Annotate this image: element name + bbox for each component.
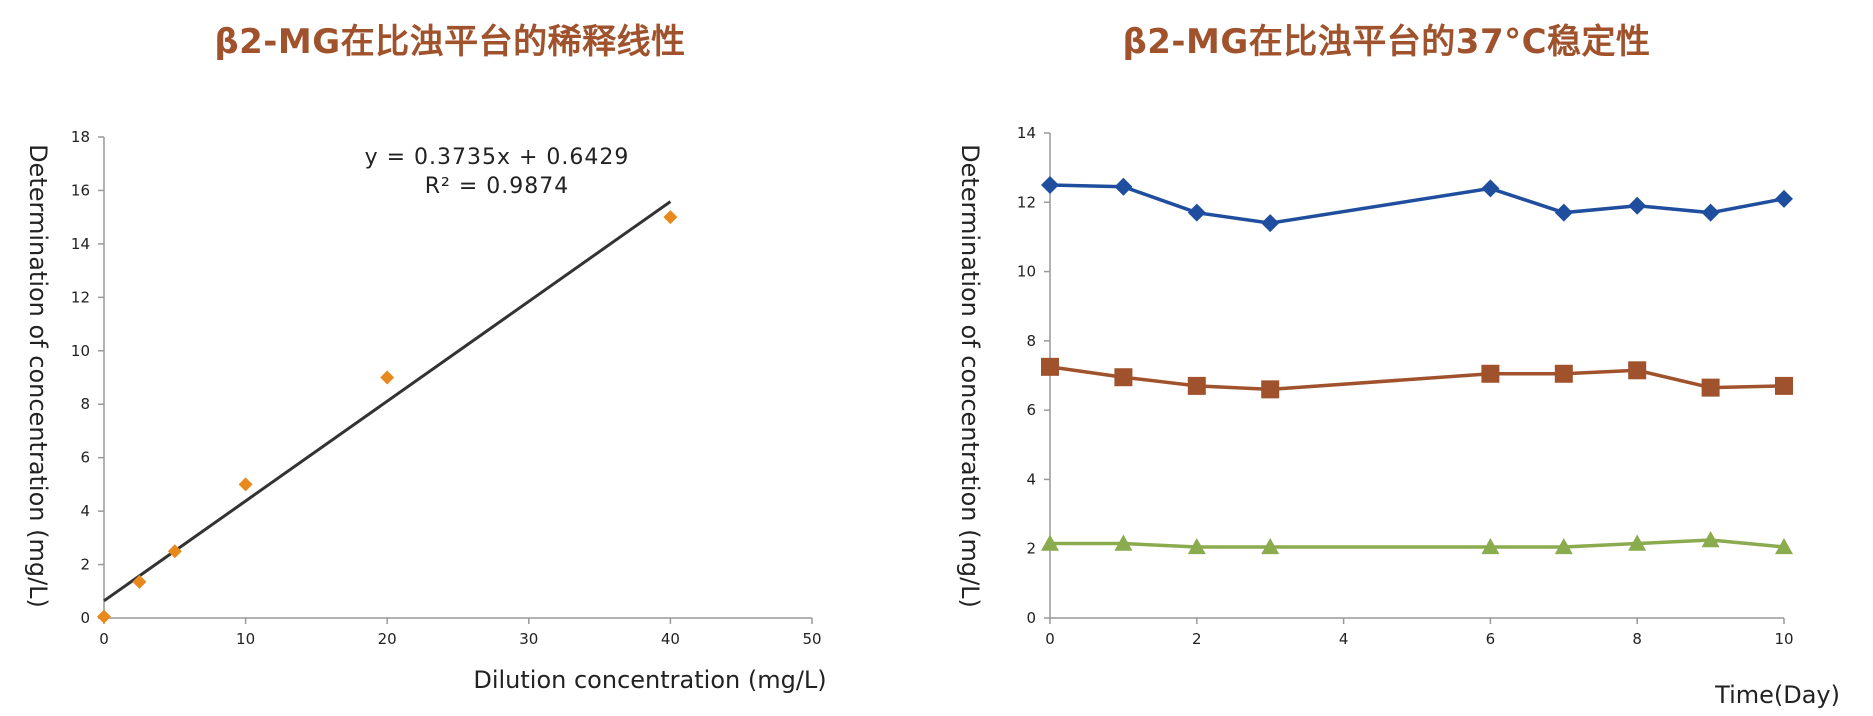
series-line-1	[1049, 183, 1785, 225]
series-2-point	[1628, 361, 1647, 380]
series-2-point	[1261, 380, 1280, 399]
data-point	[380, 370, 395, 385]
series-2-point	[1041, 357, 1059, 376]
trendline	[103, 200, 672, 603]
series-line-2	[1049, 365, 1785, 392]
x-tick-label: 6	[1486, 630, 1496, 648]
series-3-point	[1187, 537, 1206, 555]
series-1-point	[1628, 196, 1647, 215]
dilution-linearity-chart: 0 2 4 6 8 10 12 14 16 18 0 10 20 30 40 50 y = 0.3735x + …	[24, 128, 827, 694]
x-axis-title: Dilution concentration (mg/L)	[473, 666, 826, 694]
x-tick-label: 0	[1045, 630, 1055, 648]
y-axis-title: Determination of concentration (mg/L)	[956, 144, 984, 608]
series-2-point	[1114, 368, 1133, 387]
x-tick-label: 8	[1632, 630, 1642, 648]
series-3-point	[1775, 537, 1793, 555]
data-point	[663, 210, 678, 225]
y-tick-label: 14	[1017, 124, 1036, 142]
series-1-point	[1187, 203, 1206, 222]
chart-title: β2-MG在比浊平台的稀释线性	[214, 22, 686, 62]
x-axis-title: Time(Day)	[1714, 681, 1840, 709]
y-tick-label: 2	[80, 556, 90, 574]
series-1-point	[1775, 189, 1793, 208]
y-tick-label: 2	[1026, 540, 1036, 558]
regression-equation: y = 0.3735x + 0.6429	[365, 145, 630, 170]
x-tick-label: 2	[1192, 630, 1202, 648]
data-point	[132, 574, 147, 589]
series-3-point	[1481, 537, 1500, 555]
series-1-point	[1114, 177, 1133, 196]
y-tick-label: 6	[80, 449, 90, 467]
x-tick-label: 4	[1339, 630, 1349, 648]
r-squared-label: R² = 0.9874	[425, 174, 570, 199]
y-tick-label: 4	[1026, 470, 1036, 488]
y-tick-label: 12	[71, 288, 90, 306]
y-tick-label: 10	[1017, 263, 1036, 281]
series-3-point	[1701, 531, 1720, 548]
data-point	[97, 609, 111, 624]
series-1-point	[1041, 175, 1059, 194]
series-1-point	[1701, 203, 1720, 222]
x-tick-label: 20	[378, 630, 397, 648]
chart-title: β2-MG在比浊平台的37°C稳定性	[1122, 22, 1651, 62]
series-2-point	[1554, 364, 1573, 383]
y-tick-label: 10	[71, 342, 90, 360]
series-2-point	[1775, 376, 1793, 395]
series-1-point	[1481, 179, 1500, 198]
stability-chart: 0 2 4 6 8 10 12 14 0 2 4 6 8 10 Time(Day) Determination…	[956, 124, 1840, 709]
series-2-point	[1187, 376, 1206, 395]
stability-panel: β2-MG在比浊平台的37°C稳定性 0 2 4 6 8 10 12 14 0 2 4 6 8 10 Tim…	[900, 0, 1873, 716]
y-tick-label: 0	[80, 609, 90, 627]
y-tick-label: 6	[1026, 401, 1036, 419]
series-3-point	[1554, 537, 1573, 555]
x-tick-label: 30	[519, 630, 538, 648]
x-tick-label: 0	[99, 630, 109, 648]
dilution-linearity-panel: β2-MG在比浊平台的稀释线性 0 2 4 6 8 10 12 14 16 18 0 10 20 30 40…	[0, 0, 900, 716]
series-2-point	[1701, 378, 1720, 397]
y-axis-title: Determination of concentration (mg/L)	[24, 144, 52, 608]
data-point	[167, 544, 182, 559]
x-tick-label: 50	[802, 630, 821, 648]
y-tick-label: 18	[71, 128, 90, 146]
series-2-point	[1481, 364, 1500, 383]
x-tick-label: 40	[661, 630, 680, 648]
series-3-point	[1261, 537, 1280, 555]
series-1-point	[1554, 203, 1573, 222]
series-1-point	[1261, 214, 1280, 233]
series-3-point	[1041, 534, 1059, 551]
x-tick-label: 10	[1774, 630, 1793, 648]
y-tick-label: 16	[71, 181, 90, 199]
y-tick-label: 14	[71, 235, 90, 253]
y-tick-label: 8	[1026, 332, 1036, 350]
y-tick-label: 0	[1026, 609, 1036, 627]
series-3-point	[1114, 534, 1133, 551]
x-tick-label: 10	[236, 630, 255, 648]
y-tick-label: 12	[1017, 193, 1036, 211]
series-3-point	[1628, 534, 1647, 551]
y-tick-label: 8	[80, 395, 90, 413]
data-point	[238, 477, 253, 492]
y-tick-label: 4	[80, 502, 90, 520]
series-line-3	[1050, 538, 1785, 549]
